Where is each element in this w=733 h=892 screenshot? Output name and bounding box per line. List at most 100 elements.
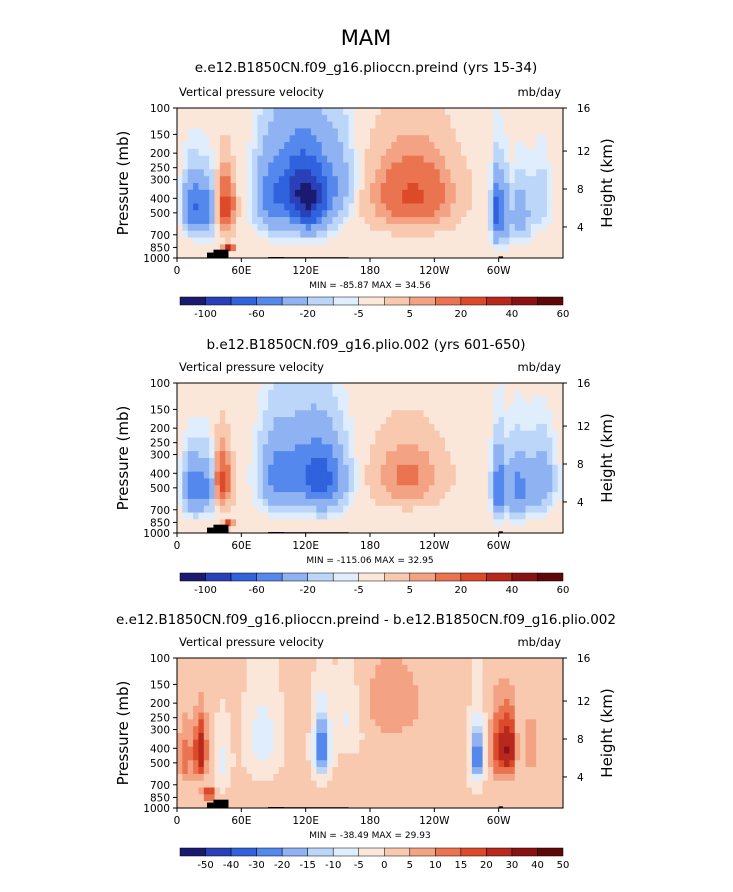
heatmap-cell	[300, 148, 307, 157]
heatmap-cell	[300, 410, 307, 418]
heatmap-cell	[343, 437, 350, 445]
heatmap-cell	[380, 664, 387, 673]
heatmap-cell	[375, 121, 382, 130]
heatmap-cell	[434, 780, 441, 789]
heatmap-cell	[450, 230, 457, 239]
heatmap-cell	[294, 526, 301, 534]
heatmap-cell	[311, 739, 317, 748]
heatmap-cell	[316, 176, 323, 184]
heatmap-cell	[364, 128, 371, 136]
heatmap-cell	[455, 189, 462, 198]
heatmap-cell	[493, 492, 500, 500]
heatmap-cell	[364, 739, 371, 748]
heatmap-cell	[246, 183, 253, 191]
heatmap-cell	[450, 712, 457, 720]
heatmap-cell	[557, 142, 564, 150]
heatmap-cell	[412, 753, 419, 761]
heatmap-cell	[536, 780, 543, 789]
heatmap-cell	[284, 142, 291, 150]
heatmap-cell	[214, 794, 221, 802]
heatmap-cell	[294, 223, 301, 232]
heatmap-cell	[471, 189, 478, 198]
heatmap-cell	[487, 478, 494, 486]
heatmap-cell	[546, 417, 553, 425]
heatmap-cell	[370, 396, 376, 405]
heatmap-cell	[380, 492, 387, 500]
heatmap-cell	[487, 114, 494, 123]
heatmap-cell	[482, 498, 489, 507]
heatmap-cell	[284, 169, 291, 177]
heatmap-cell	[203, 437, 210, 445]
heatmap-cell	[370, 410, 376, 418]
heatmap-cell	[294, 519, 301, 527]
heatmap-cell	[557, 671, 564, 680]
heatmap-cell	[246, 230, 253, 239]
heatmap-cell	[552, 383, 559, 391]
heatmap-cell	[552, 114, 559, 123]
heatmap-cell	[487, 685, 494, 693]
heatmap-cell	[423, 658, 430, 666]
heatmap-cell	[343, 135, 350, 143]
heatmap-cell	[412, 169, 419, 177]
heatmap-cell	[348, 726, 355, 734]
heatmap-cell	[294, 492, 301, 500]
heatmap-cell	[343, 155, 350, 164]
heatmap-cell	[348, 773, 355, 782]
heatmap-cell	[311, 162, 317, 170]
heatmap-cell	[498, 492, 505, 500]
heatmap-cell	[273, 705, 280, 714]
heatmap-cell	[418, 210, 425, 218]
heatmap-cell	[402, 471, 409, 480]
heatmap-cell	[209, 223, 216, 232]
heatmap-cell	[482, 162, 489, 170]
heatmap-cell	[359, 203, 366, 211]
heatmap-cell	[391, 801, 398, 809]
heatmap-cell	[198, 767, 205, 775]
heatmap-cell	[257, 155, 264, 164]
heatmap-cell	[343, 767, 350, 775]
heatmap-cell	[203, 169, 210, 177]
heatmap-cell	[428, 794, 435, 802]
heatmap-cell	[552, 437, 559, 445]
heatmap-cell	[289, 169, 296, 177]
heatmap-cell	[252, 189, 259, 198]
heatmap-cell	[294, 183, 301, 191]
heatmap-cell	[482, 237, 489, 245]
heatmap-cell	[396, 671, 403, 680]
heatmap-cell	[498, 403, 505, 411]
colorbar-box	[435, 847, 462, 857]
heatmap-cell	[294, 678, 301, 686]
heatmap-cell	[546, 498, 553, 507]
heatmap-cell	[530, 155, 537, 164]
heatmap-cell	[525, 430, 532, 439]
heatmap-cell	[423, 760, 430, 768]
heatmap-cell	[396, 773, 403, 782]
heatmap-cell	[294, 794, 301, 802]
heatmap-cell	[434, 512, 441, 520]
heatmap-cell	[364, 678, 371, 686]
heatmap-cell	[504, 492, 510, 500]
heatmap-cell	[353, 485, 360, 493]
heatmap-cell	[273, 478, 280, 486]
heatmap-cell	[386, 176, 393, 184]
heatmap-cell	[520, 712, 527, 720]
heatmap-cell	[396, 148, 403, 157]
heatmap-cell	[375, 403, 382, 411]
heatmap-cell	[487, 383, 494, 391]
heatmap-cell	[209, 464, 216, 473]
heatmap-cell	[300, 767, 307, 775]
heatmap-cell	[193, 410, 200, 418]
heatmap-cell	[209, 712, 216, 720]
heatmap-cell	[219, 176, 226, 184]
heatmap-cell	[305, 451, 312, 459]
heatmap-cell	[327, 746, 334, 755]
heatmap-cell	[455, 664, 462, 673]
heatmap-cell	[402, 203, 409, 211]
heatmap-cell	[305, 383, 312, 391]
heatmap-cell	[520, 760, 527, 768]
heatmap-cell	[423, 671, 430, 680]
heatmap-cell	[370, 773, 376, 782]
heatmap-cell	[391, 396, 398, 405]
heatmap-cell	[316, 526, 323, 534]
heatmap-cell	[343, 512, 350, 520]
